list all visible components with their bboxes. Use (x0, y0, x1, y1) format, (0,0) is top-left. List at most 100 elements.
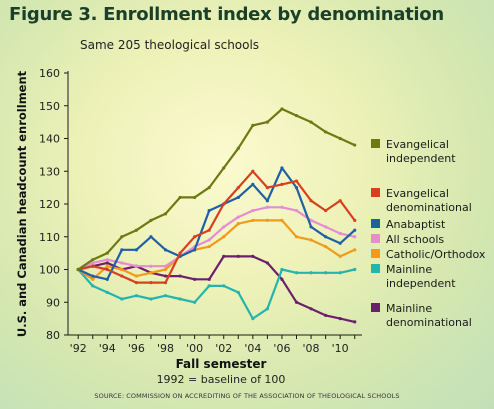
data-point (309, 271, 313, 275)
data-point (265, 218, 269, 222)
data-point (222, 225, 226, 229)
data-point (178, 251, 182, 255)
data-point (236, 254, 240, 258)
data-point (163, 274, 168, 278)
data-point (353, 320, 357, 324)
data-point (294, 271, 299, 275)
y-axis-title: U.S. and Canadian headcount enrollment (15, 70, 29, 337)
y-tick-label: 120 (39, 198, 60, 211)
data-point (280, 107, 284, 111)
data-point (236, 186, 240, 190)
data-point (207, 238, 211, 242)
legend-swatch (371, 234, 380, 243)
data-point (353, 143, 357, 147)
series-line (77, 219, 356, 281)
data-point (324, 271, 328, 275)
x-tick-label: '02 (215, 342, 232, 355)
data-point (251, 254, 255, 258)
data-point (309, 238, 313, 242)
data-point (309, 307, 313, 311)
data-point (309, 199, 313, 203)
data-point (324, 313, 328, 317)
data-point (120, 274, 124, 278)
legend-swatch (371, 188, 380, 197)
data-point (251, 218, 255, 222)
legend-swatch (371, 249, 380, 258)
data-point (105, 264, 109, 268)
data-point (91, 284, 95, 288)
y-tick-label: 130 (39, 165, 60, 178)
data-point (105, 290, 109, 295)
y-tick-label: 90 (46, 296, 60, 309)
chart-series-lines (76, 107, 357, 324)
data-point (149, 281, 153, 285)
legend-label: Mainline (386, 302, 432, 315)
data-point (163, 294, 168, 298)
data-point (149, 235, 153, 239)
data-point (120, 261, 124, 265)
data-point (120, 248, 124, 252)
data-point (251, 123, 255, 127)
data-point (222, 166, 226, 170)
data-point (236, 195, 240, 200)
chart-subtitle: Same 205 theological schools (80, 38, 260, 52)
legend-swatch (371, 264, 380, 273)
data-point (91, 264, 95, 268)
data-point (105, 267, 109, 272)
data-point (280, 267, 284, 272)
series-line (77, 268, 356, 320)
data-point (207, 277, 211, 281)
data-point (236, 215, 240, 219)
data-point (178, 195, 182, 200)
data-point (280, 277, 284, 281)
data-point (324, 225, 328, 229)
data-point (236, 290, 240, 295)
data-point (163, 281, 168, 285)
chart-axes: 80 90 100 110 120 130 140 150 160 '92 '94 '96 '98 '00… (15, 67, 362, 386)
data-point (338, 241, 342, 245)
legend-label: All schools (386, 233, 444, 246)
data-point (338, 254, 342, 258)
data-point (251, 169, 255, 173)
data-point (324, 244, 328, 249)
data-point (338, 271, 342, 275)
data-point (338, 317, 342, 321)
data-point (149, 264, 153, 268)
legend-label: Anabaptist (386, 218, 446, 231)
data-point (105, 258, 109, 262)
legend-label: Evangelical (386, 187, 449, 200)
y-tick-label: 100 (39, 264, 60, 277)
y-tick-label: 80 (46, 329, 60, 342)
data-point (353, 218, 357, 222)
data-point (120, 235, 124, 239)
data-point (76, 267, 80, 272)
chart-title: Figure 3. Enrollment index by denominati… (9, 4, 444, 25)
data-point (207, 186, 211, 190)
data-point (353, 235, 357, 239)
data-point (309, 225, 313, 229)
x-axis-title: Fall semester (176, 357, 267, 371)
series-line (77, 107, 356, 271)
data-point (149, 297, 153, 301)
data-point (193, 248, 197, 252)
data-point (265, 199, 269, 203)
data-point (236, 146, 240, 150)
data-point (265, 120, 269, 124)
x-axis-note: 1992 = baseline of 100 (157, 373, 286, 386)
data-point (134, 294, 139, 298)
data-point (105, 261, 109, 265)
data-point (163, 248, 168, 252)
x-tick-label: '96 (128, 342, 145, 355)
data-point (134, 228, 139, 232)
legend-label: Evangelical (386, 138, 449, 151)
x-tick-label: '10 (332, 342, 349, 355)
x-tick-label: '98 (157, 342, 174, 355)
legend-label: independent (386, 152, 456, 165)
x-tick-label: '08 (303, 342, 320, 355)
data-point (280, 218, 284, 222)
series-line (77, 166, 356, 281)
legend-swatch (371, 139, 380, 148)
data-point (91, 277, 95, 281)
data-point (91, 258, 95, 262)
